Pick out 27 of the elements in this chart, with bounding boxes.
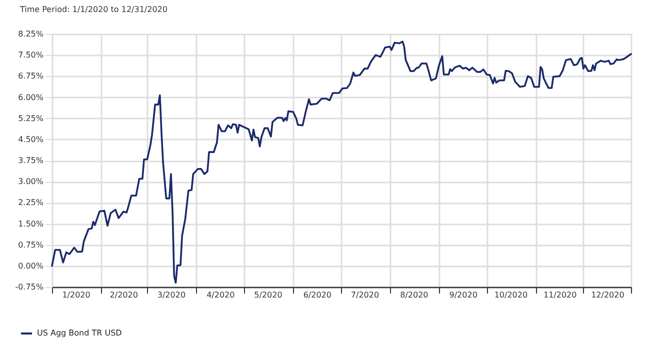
x-tick-label: 9/2020 <box>449 290 478 300</box>
y-tick-label: 4.50% <box>18 134 44 144</box>
x-tick-label: 6/2020 <box>303 290 332 300</box>
y-tick-label: 6.00% <box>18 92 44 102</box>
x-tick-label: 1/2020 <box>62 290 90 300</box>
y-tick-label: 7.50% <box>18 50 44 60</box>
y-tick-label: -0.75% <box>15 282 44 292</box>
y-tick-label: 3.75% <box>18 156 44 165</box>
y-tick-label: 3.00% <box>18 177 44 186</box>
x-tick-label: 5/2020 <box>254 290 282 300</box>
y-tick-label: 6.75% <box>18 72 44 81</box>
x-tick-label: 12/2020 <box>591 290 624 300</box>
x-tick-label: 3/2020 <box>157 290 186 300</box>
y-tick-label: 0.75% <box>18 240 44 250</box>
x-tick-label: 8/2020 <box>400 290 428 300</box>
y-tick-label: 1.50% <box>18 219 44 228</box>
x-tick-label: 10/2020 <box>494 290 528 300</box>
x-tick-label: 2/2020 <box>110 290 138 300</box>
x-tick-label: 4/2020 <box>206 290 235 300</box>
y-tick-label: 8.25% <box>18 30 44 38</box>
legend-label: US Agg Bond TR USD <box>37 328 122 338</box>
y-tick-label: 0.00% <box>18 261 44 270</box>
x-tick-label: 7/2020 <box>350 290 380 300</box>
y-tick-label: 2.25% <box>18 198 44 208</box>
y-tick-label: 5.25% <box>18 114 44 123</box>
x-tick-label: 11/2020 <box>544 290 577 300</box>
chart-title: Time Period: 1/1/2020 to 12/31/2020 <box>19 5 168 14</box>
